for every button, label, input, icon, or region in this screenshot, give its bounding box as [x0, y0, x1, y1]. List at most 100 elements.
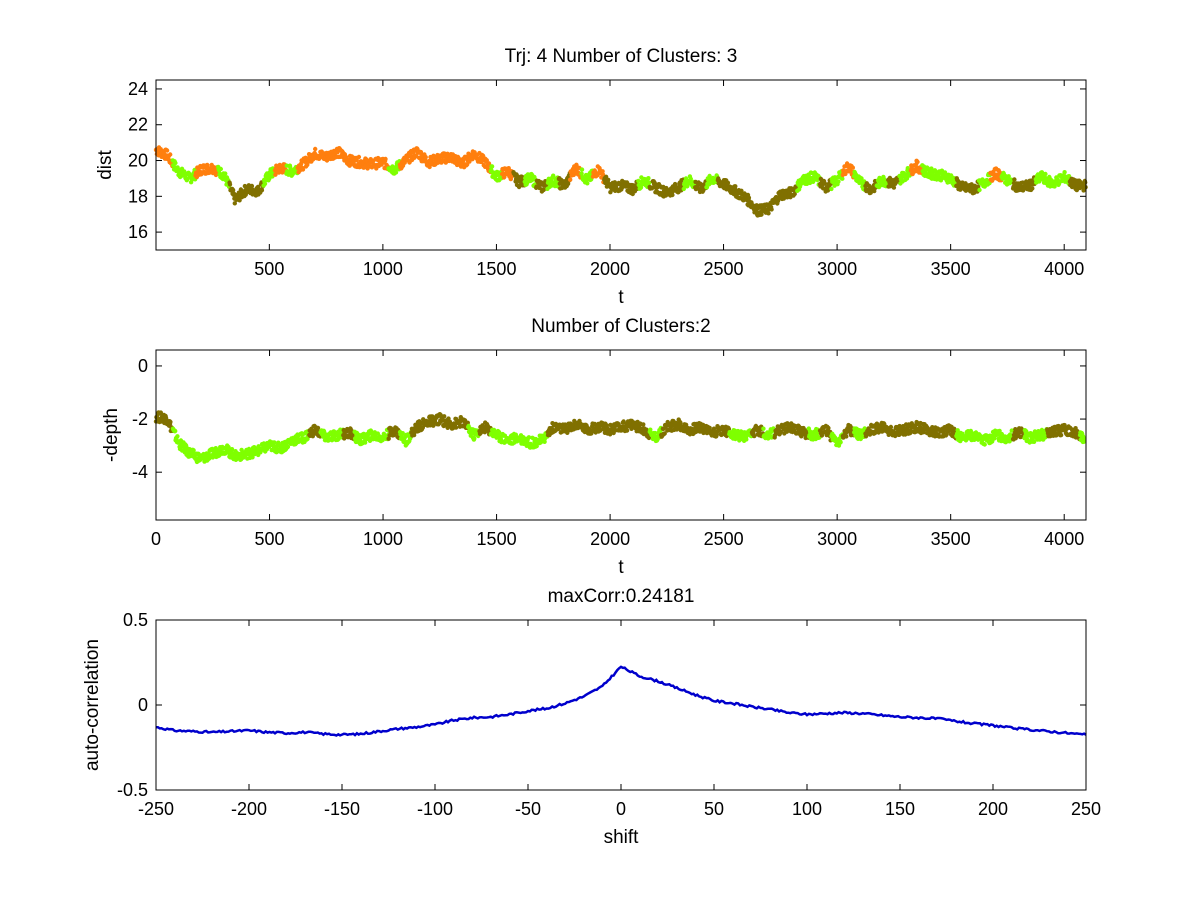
- data-point-cluster-2: [489, 164, 495, 169]
- x-tick-label: -250: [138, 799, 174, 819]
- data-point-cluster-2: [551, 173, 556, 178]
- data-point-cluster-2: [982, 442, 987, 447]
- x-tick-label: -100: [417, 799, 453, 819]
- data-point-cluster-1: [300, 167, 306, 172]
- x-tick-label: 100: [792, 799, 822, 819]
- data-point-cluster-2: [185, 176, 190, 182]
- data-point-cluster-1: [354, 158, 359, 163]
- panel-1-ylabel: dist: [95, 150, 116, 180]
- data-point-cluster-3: [518, 178, 523, 183]
- y-tick-label: 16: [128, 222, 148, 242]
- data-point-cluster-2: [175, 434, 180, 439]
- x-tick-label: 3000: [817, 259, 857, 279]
- y-tick-label: -4: [132, 462, 148, 482]
- data-point-cluster-3: [230, 187, 236, 193]
- data-point-cluster-3: [227, 182, 233, 187]
- x-tick-label: 500: [254, 259, 284, 279]
- data-point-cluster-2: [393, 170, 399, 175]
- data-point-cluster-2: [688, 176, 693, 182]
- data-point-cluster-2: [1052, 184, 1057, 189]
- data-point-cluster-3: [766, 211, 771, 216]
- data-point-cluster-1: [641, 422, 646, 427]
- data-point-cluster-2: [647, 180, 652, 185]
- data-point-cluster-2: [838, 440, 843, 445]
- data-point-cluster-3: [733, 184, 738, 189]
- x-tick-label: 1500: [476, 259, 516, 279]
- data-point-cluster-1: [356, 154, 362, 160]
- x-tick-label: 2500: [704, 259, 744, 279]
- panel-2-marks: [153, 410, 1087, 465]
- data-point-cluster-2: [905, 166, 910, 171]
- data-point-cluster-2: [761, 426, 766, 431]
- x-tick-label: 150: [885, 799, 915, 819]
- data-point-cluster-3: [537, 185, 542, 191]
- data-point-cluster-2: [1062, 170, 1067, 175]
- data-point-cluster-2: [472, 436, 477, 441]
- data-point-cluster-1: [168, 419, 173, 425]
- x-tick-label: -200: [231, 799, 267, 819]
- x-tick-label: 0: [616, 799, 626, 819]
- data-point-cluster-1: [315, 425, 321, 431]
- data-point-cluster-2: [1043, 171, 1048, 177]
- x-tick-label: 500: [255, 529, 285, 549]
- data-point-cluster-1: [502, 174, 507, 180]
- data-point-cluster-3: [237, 198, 242, 203]
- data-point-cluster-1: [850, 165, 855, 170]
- panel-3-xlabel: shift: [604, 827, 640, 848]
- data-point-cluster-2: [840, 176, 845, 181]
- x-tick-label: 1000: [363, 529, 403, 549]
- data-point-cluster-2: [229, 447, 235, 452]
- data-point-cluster-3: [249, 183, 255, 189]
- x-tick-label: 2000: [590, 529, 630, 549]
- x-tick-label: 3500: [931, 259, 971, 279]
- panel-1-title: Trj: 4 Number of Clusters: 3: [505, 46, 738, 67]
- data-point-cluster-1: [313, 146, 318, 152]
- data-point-cluster-2: [636, 178, 641, 184]
- x-tick-label: 1500: [477, 529, 517, 549]
- data-point-cluster-2: [836, 179, 841, 184]
- data-point-cluster-3: [1012, 177, 1017, 182]
- data-point-cluster-2: [646, 176, 651, 181]
- data-point-cluster-1: [915, 159, 920, 165]
- data-point-cluster-3: [746, 195, 752, 200]
- data-point-cluster-3: [739, 188, 744, 193]
- y-tick-label: -0.5: [117, 780, 148, 800]
- data-point-cluster-1: [486, 161, 492, 166]
- data-point-cluster-2: [362, 440, 368, 445]
- data-point-cluster-2: [272, 440, 277, 445]
- data-point-cluster-3: [1030, 186, 1035, 191]
- panel-1-ticks: 500 1000 1500 2000 2500 3000 3500 4000 16 18 20 22 2…: [128, 79, 1086, 279]
- x-tick-label: 3500: [931, 529, 971, 549]
- panel-3-title: maxCorr:0.24181: [548, 586, 695, 607]
- data-point-cluster-2: [321, 429, 327, 434]
- data-point-cluster-3: [606, 177, 611, 182]
- x-tick-label: 1000: [363, 259, 403, 279]
- x-tick-label: -50: [515, 799, 541, 819]
- data-point-cluster-3: [792, 191, 797, 197]
- data-point-cluster-3: [259, 188, 265, 193]
- data-point-cluster-2: [173, 160, 178, 166]
- data-point-cluster-2: [285, 444, 291, 449]
- data-point-cluster-2: [977, 187, 982, 193]
- data-point-cluster-1: [1058, 432, 1064, 438]
- data-point-cluster-2: [262, 181, 268, 186]
- y-tick-label: 20: [128, 151, 148, 171]
- x-tick-label: 50: [704, 799, 724, 819]
- data-point-cluster-2: [223, 171, 228, 176]
- panel-2: Number of Clusters:2 0 500 1000 1500 2000 250…: [101, 316, 1087, 578]
- data-point-cluster-1: [453, 425, 459, 430]
- data-point-cluster-1: [600, 169, 605, 174]
- data-point-cluster-1: [423, 154, 428, 160]
- panel-1-xlabel: t: [618, 287, 624, 308]
- y-tick-label: 22: [128, 115, 148, 135]
- data-point-cluster-1: [305, 162, 310, 167]
- panel-3-ylabel: auto-correlation: [82, 639, 103, 771]
- panel-2-ylabel: -depth: [101, 408, 122, 462]
- data-point-cluster-1: [568, 177, 573, 182]
- panel-2-xlabel: t: [618, 557, 624, 578]
- x-tick-label: 3000: [817, 529, 857, 549]
- panel-1: Trj: 4 Number of Clusters: 3 500 1000 1500…: [95, 46, 1088, 308]
- panel-1-frame: [155, 79, 1087, 251]
